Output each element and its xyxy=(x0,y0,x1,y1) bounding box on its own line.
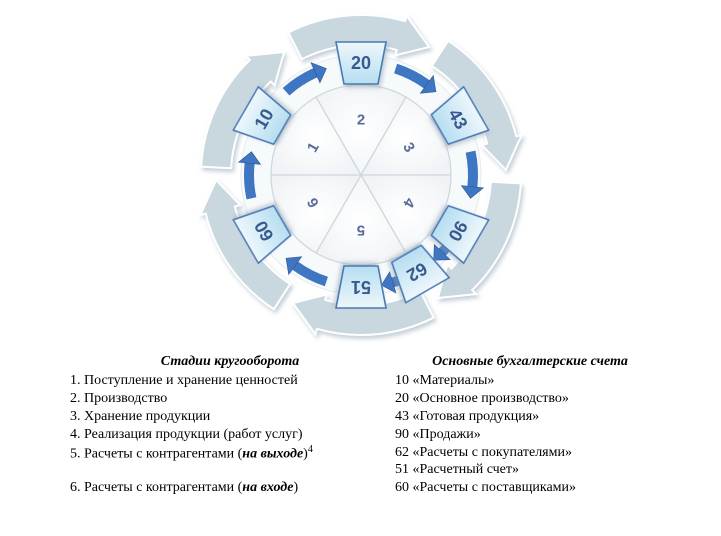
accounts-list: 10 «Материалы»20 «Основное производство»… xyxy=(395,372,665,497)
accounts-column: Основные бухгалтерские счета 10 «Материа… xyxy=(395,353,665,497)
stages-column: Стадии кругооборота 1. Поступление и хра… xyxy=(70,353,390,497)
account-line: 62 «Расчеты с покупателями» xyxy=(395,444,665,462)
petal-label: 20 xyxy=(350,53,370,73)
legend-columns: Стадии кругооборота 1. Поступление и хра… xyxy=(0,353,721,497)
accounts-title: Основные бухгалтерские счета xyxy=(395,353,665,371)
stages-title: Стадии кругооборота xyxy=(70,353,390,371)
circular-diagram: 10120243390462515606 xyxy=(176,5,546,345)
account-line: 43 «Готовая продукция» xyxy=(395,408,665,426)
stage-line: 1. Поступление и хранение ценностей xyxy=(70,372,390,390)
account-line: 20 «Основное производство» xyxy=(395,390,665,408)
sector-number: 5 xyxy=(356,222,364,239)
account-line: 51 «Расчетный счет» xyxy=(395,461,665,479)
account-line: 10 «Материалы» xyxy=(395,372,665,390)
account-line: 60 «Расчеты с поставщиками» xyxy=(395,479,665,497)
account-line: 90 «Продажи» xyxy=(395,426,665,444)
sector-number: 2 xyxy=(356,112,364,129)
flow-arrow xyxy=(249,163,251,198)
stage-line-6: 6. Расчеты с контрагентами (на входе) xyxy=(70,479,390,497)
stage-line: 2. Производство xyxy=(70,390,390,408)
stages-list: 1. Поступление и хранение ценностей2. Пр… xyxy=(70,372,390,463)
stage-line: 5. Расчеты с контрагентами (на выходе)4 xyxy=(70,444,390,464)
diagram-svg: 10120243390462515606 xyxy=(176,5,546,345)
stage-line: 3. Хранение продукции xyxy=(70,408,390,426)
stage-line: 4. Реализация продукции (работ услуг) xyxy=(70,426,390,444)
petal-label: 51 xyxy=(350,277,370,297)
flow-arrow xyxy=(470,152,472,187)
